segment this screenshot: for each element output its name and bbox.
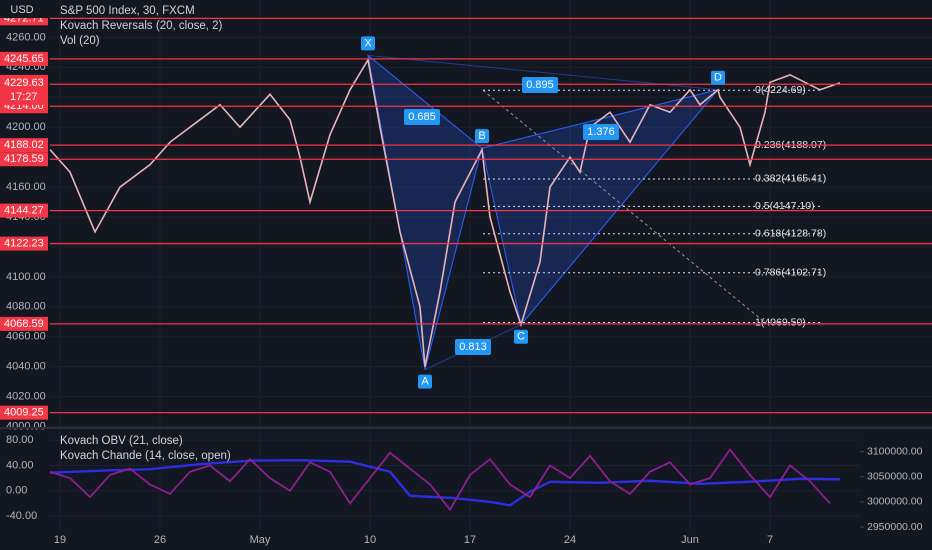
fib-label: 1(4069.50) [755,316,806,328]
pattern-point-label: A [421,376,429,388]
pattern-point-label: X [364,37,372,49]
y2-tick-label: 3100000.00 [867,445,923,457]
y-tick-label: 4080.00 [6,301,46,313]
level-box [0,152,48,167]
x-tick-label: 17 [464,534,476,546]
indicator-label: Vol (20) [60,35,100,47]
indicator-label: Kovach Reversals (20, close, 2) [60,20,223,32]
level-box [0,51,48,66]
y-tick-label: -40.00 [6,510,37,522]
price-line [49,57,841,367]
ratio-label: 0.685 [408,111,436,123]
y2-tick-label: 3000000.00 [867,496,923,508]
ratio-label: 0.813 [459,341,487,353]
ratio-box [404,109,440,125]
pattern-point-label: C [517,331,525,343]
chart-title: S&P 500 Index, 30, FXCM [60,5,195,17]
ratio-box [583,124,619,140]
last-price-box [0,74,48,105]
y-tick-label: 4200.00 [6,121,46,133]
pattern-point [361,36,375,51]
level-label: 4245.65 [4,53,44,65]
indicator-line [49,458,841,507]
pattern-point [418,374,432,389]
plot-area: 0(4224.69)0.236(4188.07)0.382(4165.41)0.… [49,17,932,512]
x-tick-label: Jun [681,534,699,546]
level-label: 4068.59 [4,318,44,330]
fib-label: 0(4224.69) [755,84,806,96]
currency-box [0,2,48,18]
y-tick-label: 4100.00 [6,271,46,283]
y2-tick-label: 2950000.00 [867,521,923,533]
fib-label: 0.5(4147.10) [755,200,815,212]
level-label: 4188.02 [4,139,44,151]
level-box [0,316,48,331]
ratio-label: 0.895 [526,79,554,91]
grid [50,0,932,530]
indicator-line [49,448,831,512]
x-tick-label: 24 [564,534,576,546]
pattern-point-label: B [478,130,485,142]
currency: USD [10,4,33,16]
y-tick-label: 4040.00 [6,361,46,373]
level-box [0,203,48,218]
y-tick-label: 4060.00 [6,331,46,343]
y-tick-label: 4020.00 [6,390,46,402]
y2-tick-label: 3050000.00 [867,471,923,483]
legend-entry: Kovach OBV (21, close) [60,435,183,447]
x-tick-label: 19 [54,534,66,546]
y-tick-label: 4260.00 [6,31,46,43]
x-tick-label: 7 [767,534,773,546]
legend-entry: Kovach Chande (14, close, open) [60,450,231,462]
level-box [0,236,48,251]
fib-label: 0.618(4128.78) [755,228,826,240]
level-box [0,405,48,420]
fib-label: 0.382(4165.41) [755,173,826,185]
x-tick-label: 10 [364,534,376,546]
y-tick-label: 80.00 [6,434,34,446]
pattern-point [475,129,489,144]
pattern-point [514,329,528,344]
ratio-box [455,339,491,355]
x-tick-label: May [250,534,271,546]
y-tick-label: 4000.00 [6,420,46,432]
level-label: 4009.25 [4,407,44,419]
pattern-point [711,70,725,85]
level-label: 4122.23 [4,237,44,249]
countdown-label: 17:27 [10,91,38,103]
last-price-label: 4229.63 [4,77,44,89]
pattern-point-label: D [714,72,722,84]
ratio-label: 1.376 [587,126,615,138]
level-label: 4144.27 [4,205,44,217]
right-axis-bg [860,429,932,530]
y-tick-label: 40.00 [6,459,34,471]
y-tick-label: 4160.00 [6,181,46,193]
level-label: 4178.59 [4,153,44,165]
fib-label: 0.786(4102.71) [755,267,826,279]
level-box [0,138,48,153]
y-tick-label: 0.00 [6,485,27,497]
ratio-box [522,77,558,93]
x-tick-label: 26 [154,534,166,546]
